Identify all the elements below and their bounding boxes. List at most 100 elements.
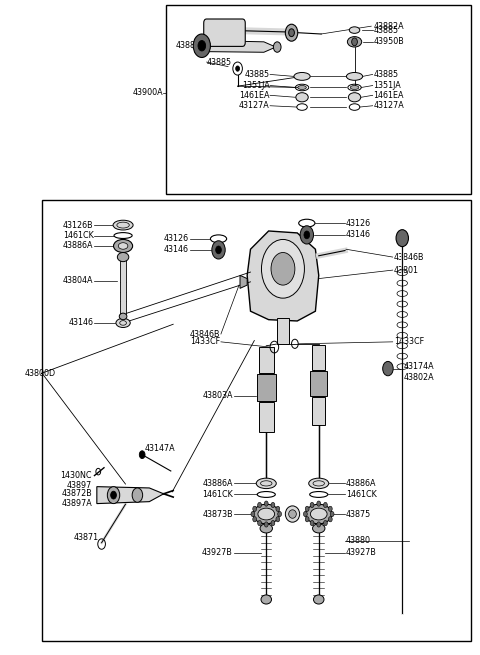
Text: 43927B: 43927B [346, 548, 377, 557]
Text: 43886A: 43886A [346, 479, 376, 488]
Circle shape [253, 506, 257, 512]
Ellipse shape [118, 243, 128, 250]
Bar [310, 371, 327, 396]
Text: 1461CK: 1461CK [63, 231, 94, 240]
Circle shape [271, 252, 295, 285]
Ellipse shape [260, 524, 273, 533]
Circle shape [251, 512, 255, 517]
Ellipse shape [116, 318, 130, 328]
Circle shape [271, 502, 275, 508]
Text: 1433CF: 1433CF [394, 337, 424, 346]
Ellipse shape [309, 478, 329, 489]
Ellipse shape [311, 508, 327, 520]
Bar [312, 345, 325, 370]
Text: 43146: 43146 [164, 246, 189, 254]
Bar [120, 259, 126, 314]
Circle shape [324, 502, 327, 508]
Bar [259, 347, 274, 373]
Ellipse shape [306, 504, 332, 524]
Ellipse shape [312, 524, 325, 533]
Text: 43146: 43146 [69, 318, 94, 328]
Circle shape [305, 506, 309, 512]
Circle shape [262, 240, 304, 298]
Circle shape [132, 488, 143, 502]
Circle shape [258, 521, 262, 526]
Bar [42, 200, 471, 641]
Ellipse shape [298, 86, 306, 90]
Text: 43897: 43897 [67, 481, 92, 490]
Text: 43126: 43126 [164, 234, 189, 243]
Circle shape [330, 512, 334, 517]
Ellipse shape [261, 595, 272, 604]
Text: 43880: 43880 [346, 536, 371, 545]
Ellipse shape [348, 93, 361, 102]
Circle shape [285, 24, 298, 41]
Text: 43885: 43885 [373, 70, 399, 79]
Text: 43846B: 43846B [394, 253, 424, 261]
Text: 43950B: 43950B [373, 37, 404, 47]
FancyBboxPatch shape [204, 19, 245, 47]
Circle shape [111, 491, 116, 499]
Text: 1461EA: 1461EA [239, 91, 270, 100]
Polygon shape [97, 487, 164, 504]
Polygon shape [204, 41, 276, 52]
Circle shape [396, 230, 408, 247]
Ellipse shape [113, 220, 133, 230]
Text: 43873B: 43873B [202, 510, 233, 519]
Circle shape [139, 451, 145, 458]
Circle shape [264, 522, 268, 527]
Ellipse shape [313, 595, 324, 604]
Circle shape [288, 29, 294, 37]
Ellipse shape [296, 93, 308, 102]
Circle shape [258, 502, 262, 508]
Text: 43800D: 43800D [24, 369, 55, 378]
Ellipse shape [348, 37, 362, 47]
Ellipse shape [256, 478, 276, 489]
Text: 1461CK: 1461CK [202, 490, 233, 499]
Circle shape [317, 501, 321, 506]
Circle shape [271, 521, 275, 526]
Text: 43883B: 43883B [176, 41, 206, 50]
Ellipse shape [285, 506, 300, 522]
Circle shape [198, 41, 205, 51]
Ellipse shape [350, 86, 359, 90]
Text: 43846B: 43846B [190, 329, 220, 339]
Text: 43127A: 43127A [373, 102, 404, 110]
Circle shape [324, 521, 327, 526]
Text: 43897A: 43897A [61, 499, 92, 508]
Ellipse shape [347, 73, 363, 81]
Circle shape [212, 241, 225, 259]
Text: 1430NC: 1430NC [60, 471, 92, 480]
Text: 43126: 43126 [346, 219, 371, 228]
Text: 43871: 43871 [74, 533, 99, 542]
Text: 43174A: 43174A [403, 362, 434, 371]
Circle shape [276, 517, 280, 522]
Circle shape [303, 512, 307, 517]
Circle shape [193, 34, 210, 58]
Text: 43900A: 43900A [132, 88, 163, 97]
Text: 43146: 43146 [346, 231, 371, 239]
Text: 43885: 43885 [206, 58, 232, 67]
Text: 43886A: 43886A [203, 479, 233, 488]
Circle shape [305, 517, 309, 522]
Text: 43885: 43885 [373, 26, 399, 35]
Circle shape [264, 501, 268, 506]
Circle shape [300, 226, 313, 244]
Bar [312, 398, 325, 425]
Circle shape [328, 517, 332, 522]
Bar [257, 375, 276, 401]
Text: 1351JA: 1351JA [373, 81, 401, 90]
Circle shape [310, 521, 314, 526]
Text: 43875: 43875 [346, 510, 371, 519]
Circle shape [108, 487, 120, 504]
Text: 43804A: 43804A [63, 276, 94, 285]
Ellipse shape [349, 27, 360, 33]
Text: 43147A: 43147A [144, 443, 175, 453]
Bar [277, 318, 288, 344]
Circle shape [253, 517, 257, 522]
Circle shape [236, 66, 240, 71]
Circle shape [310, 502, 314, 508]
Text: 1351JA: 1351JA [242, 81, 270, 90]
Ellipse shape [117, 252, 129, 261]
Ellipse shape [294, 73, 310, 81]
